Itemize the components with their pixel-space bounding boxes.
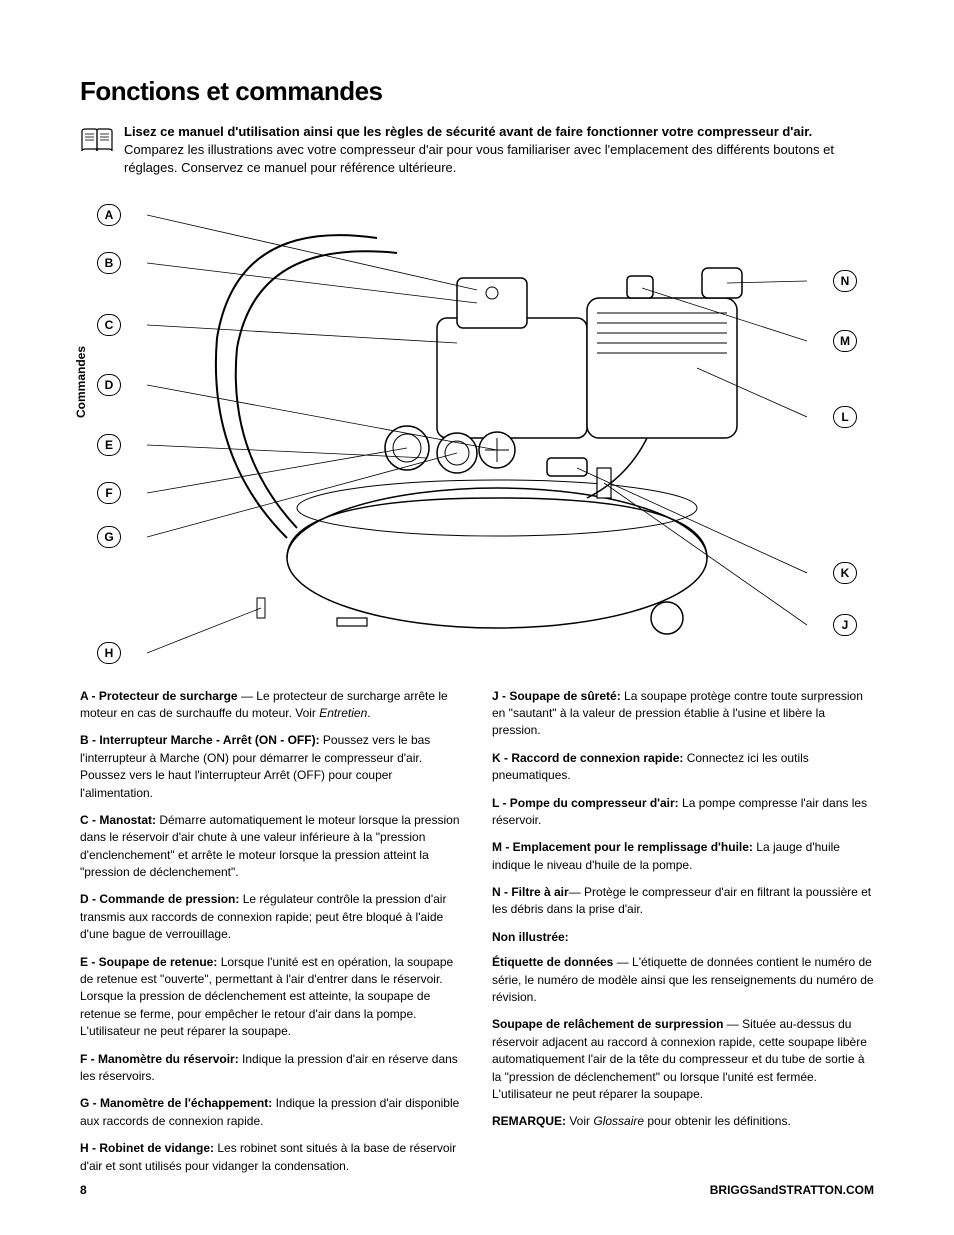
- item-G: G - Manomètre de l'échappement: Indique …: [80, 1095, 462, 1130]
- item-N: N - Filtre à air— Protège le compresseur…: [492, 884, 874, 919]
- item-label: F - Manomètre du réservoir:: [80, 1052, 239, 1066]
- remarque-label: REMARQUE:: [492, 1114, 566, 1128]
- remarque-after: pour obtenir les définitions.: [644, 1114, 791, 1128]
- page-number: 8: [80, 1183, 87, 1197]
- callout-B: B: [97, 252, 121, 274]
- callout-label: B: [97, 252, 121, 274]
- callout-label: A: [97, 204, 121, 226]
- callout-J: J: [833, 614, 857, 636]
- callout-label: N: [833, 270, 857, 292]
- item-label: K - Raccord de connexion rapide:: [492, 751, 683, 765]
- callout-N: N: [833, 270, 857, 292]
- callout-label: J: [833, 614, 857, 636]
- side-section-label: Commandes: [74, 346, 88, 418]
- remarque-italic: Glossaire: [593, 1114, 644, 1128]
- callout-label: D: [97, 374, 121, 396]
- item-label: C - Manostat:: [80, 813, 156, 827]
- callout-C: C: [97, 314, 121, 336]
- item-label: A - Protecteur de surcharge: [80, 689, 238, 703]
- item-H: H - Robinet de vidange: Les robinet sont…: [80, 1140, 462, 1175]
- callout-L: L: [833, 406, 857, 428]
- diagram-area: A B C D E F G H N M L K J: [87, 198, 867, 668]
- para-label: Étiquette de données: [492, 955, 613, 969]
- callout-label: M: [833, 330, 857, 352]
- item-M: M - Emplacement pour le remplissage d'hu…: [492, 839, 874, 874]
- para-remarque: REMARQUE: Voir Glossaire pour obtenir le…: [492, 1113, 874, 1130]
- compressor-diagram: [147, 198, 807, 668]
- callout-label: F: [97, 482, 121, 504]
- callout-A: A: [97, 204, 121, 226]
- item-sep: —: [569, 885, 584, 899]
- callout-D: D: [97, 374, 121, 396]
- item-label: E - Soupape de retenue:: [80, 955, 217, 969]
- item-label: N - Filtre à air: [492, 885, 569, 899]
- item-label: L - Pompe du compresseur d'air:: [492, 796, 679, 810]
- description-columns: A - Protecteur de surcharge — Le protect…: [80, 688, 874, 1185]
- para-soupape: Soupape de relâchement de surpression — …: [492, 1016, 874, 1103]
- callout-F: F: [97, 482, 121, 504]
- remarque-text: Voir: [566, 1114, 593, 1128]
- left-column: A - Protecteur de surcharge — Le protect…: [80, 688, 462, 1185]
- callout-label: C: [97, 314, 121, 336]
- callout-M: M: [833, 330, 857, 352]
- item-label: H - Robinet de vidange:: [80, 1141, 214, 1155]
- callout-E: E: [97, 434, 121, 456]
- callout-label: K: [833, 562, 857, 584]
- item-C: C - Manostat: Démarre automatiquement le…: [80, 812, 462, 882]
- intro-text: Lisez ce manuel d'utilisation ainsi que …: [124, 123, 874, 178]
- intro-rest: Comparez les illustrations avec votre co…: [124, 142, 834, 175]
- para-etiquette: Étiquette de données — L'étiquette de do…: [492, 954, 874, 1006]
- callout-label: L: [833, 406, 857, 428]
- item-L: L - Pompe du compresseur d'air: La pompe…: [492, 795, 874, 830]
- footer-site: BRIGGSandSTRATTON.COM: [710, 1183, 874, 1197]
- item-label: B - Interrupteur Marche - Arrêt (ON - OF…: [80, 733, 320, 747]
- item-J: J - Soupape de sûreté: La soupape protèg…: [492, 688, 874, 740]
- intro-block: Lisez ce manuel d'utilisation ainsi que …: [80, 123, 874, 178]
- callout-label: H: [97, 642, 121, 664]
- item-E: E - Soupape de retenue: Lorsque l'unité …: [80, 954, 462, 1041]
- item-label: M - Emplacement pour le remplissage d'hu…: [492, 840, 753, 854]
- book-icon: [80, 127, 114, 155]
- item-label: J - Soupape de sûreté:: [492, 689, 621, 703]
- para-sep: —: [723, 1017, 742, 1031]
- callout-K: K: [833, 562, 857, 584]
- para-sep: —: [613, 955, 632, 969]
- item-F: F - Manomètre du réservoir: Indique la p…: [80, 1051, 462, 1086]
- item-A: A - Protecteur de surcharge — Le protect…: [80, 688, 462, 723]
- item-B: B - Interrupteur Marche - Arrêt (ON - OF…: [80, 732, 462, 802]
- callout-label: E: [97, 434, 121, 456]
- item-sep: —: [238, 689, 257, 703]
- intro-bold: Lisez ce manuel d'utilisation ainsi que …: [124, 124, 812, 139]
- item-label: G - Manomètre de l'échappement:: [80, 1096, 272, 1110]
- right-column: J - Soupape de sûreté: La soupape protèg…: [492, 688, 874, 1185]
- callout-H: H: [97, 642, 121, 664]
- non-illustree-head: Non illustrée:: [492, 929, 874, 946]
- callout-G: G: [97, 526, 121, 548]
- item-D: D - Commande de pression: Le régulateur …: [80, 891, 462, 943]
- para-label: Soupape de relâchement de surpression: [492, 1017, 723, 1031]
- item-label: D - Commande de pression:: [80, 892, 239, 906]
- item-after: .: [367, 706, 370, 720]
- item-K: K - Raccord de connexion rapide: Connect…: [492, 750, 874, 785]
- page-footer: 8 BRIGGSandSTRATTON.COM: [80, 1183, 874, 1197]
- page-title: Fonctions et commandes: [80, 76, 874, 107]
- item-tail: Entretien: [319, 706, 367, 720]
- callout-label: G: [97, 526, 121, 548]
